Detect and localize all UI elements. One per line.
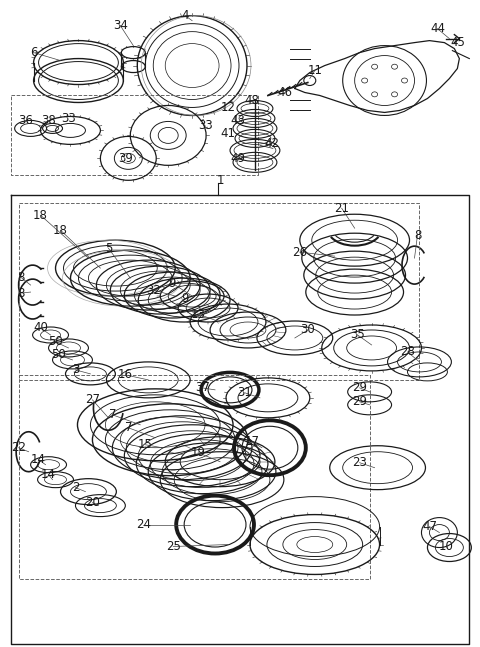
Text: 45: 45 xyxy=(450,36,465,49)
Text: 8: 8 xyxy=(17,270,24,283)
Text: 25: 25 xyxy=(166,540,180,553)
Text: 21: 21 xyxy=(334,202,349,215)
Text: 19: 19 xyxy=(191,446,205,459)
Text: 2: 2 xyxy=(72,481,79,494)
Text: 23: 23 xyxy=(352,456,367,469)
Text: 31: 31 xyxy=(238,386,252,399)
Text: 22: 22 xyxy=(11,441,26,454)
Text: 26: 26 xyxy=(292,246,307,259)
Text: 44: 44 xyxy=(430,22,445,35)
Text: 10: 10 xyxy=(439,540,454,553)
Text: 18: 18 xyxy=(33,209,48,222)
Text: 36: 36 xyxy=(18,114,33,127)
Text: 24: 24 xyxy=(136,518,151,531)
Text: 14: 14 xyxy=(31,453,46,466)
Text: 46: 46 xyxy=(277,86,292,99)
Text: 49: 49 xyxy=(230,152,245,165)
Text: 48: 48 xyxy=(244,94,259,107)
Text: 14: 14 xyxy=(41,468,56,481)
Text: 5: 5 xyxy=(105,242,112,255)
Text: 42: 42 xyxy=(264,137,279,150)
Text: 3: 3 xyxy=(72,364,79,377)
Text: 9: 9 xyxy=(168,276,176,290)
Text: 6: 6 xyxy=(30,46,37,59)
Text: 18: 18 xyxy=(53,224,68,237)
Text: 29: 29 xyxy=(352,381,367,395)
Text: 50: 50 xyxy=(51,349,66,362)
Text: 33: 33 xyxy=(61,112,76,125)
Text: 17: 17 xyxy=(244,435,260,448)
Text: 11: 11 xyxy=(307,64,322,77)
Text: 32: 32 xyxy=(146,283,161,296)
Text: 13: 13 xyxy=(191,307,205,320)
Text: 1: 1 xyxy=(216,174,224,187)
Text: 8: 8 xyxy=(414,228,421,242)
Text: 47: 47 xyxy=(422,520,437,533)
Text: 39: 39 xyxy=(118,152,133,165)
Text: 40: 40 xyxy=(33,322,48,334)
Text: 4: 4 xyxy=(181,9,189,22)
Text: 37: 37 xyxy=(195,381,210,395)
Text: 35: 35 xyxy=(350,329,365,342)
Text: 28: 28 xyxy=(400,345,415,358)
Text: 16: 16 xyxy=(118,368,133,381)
Text: 30: 30 xyxy=(300,324,315,336)
Text: 7: 7 xyxy=(125,421,132,434)
Text: 43: 43 xyxy=(230,114,245,127)
Text: 41: 41 xyxy=(220,127,236,140)
Text: 7: 7 xyxy=(108,408,116,421)
Text: 8: 8 xyxy=(17,287,24,300)
Text: 20: 20 xyxy=(85,496,100,509)
Text: 27: 27 xyxy=(85,393,100,406)
Text: 15: 15 xyxy=(138,438,153,451)
Text: 50: 50 xyxy=(48,335,63,349)
Text: 34: 34 xyxy=(113,19,128,32)
Text: 29: 29 xyxy=(352,395,367,408)
Text: 33: 33 xyxy=(198,119,213,132)
Text: 38: 38 xyxy=(41,114,56,127)
Text: 9: 9 xyxy=(181,292,189,305)
Text: 12: 12 xyxy=(220,101,236,114)
